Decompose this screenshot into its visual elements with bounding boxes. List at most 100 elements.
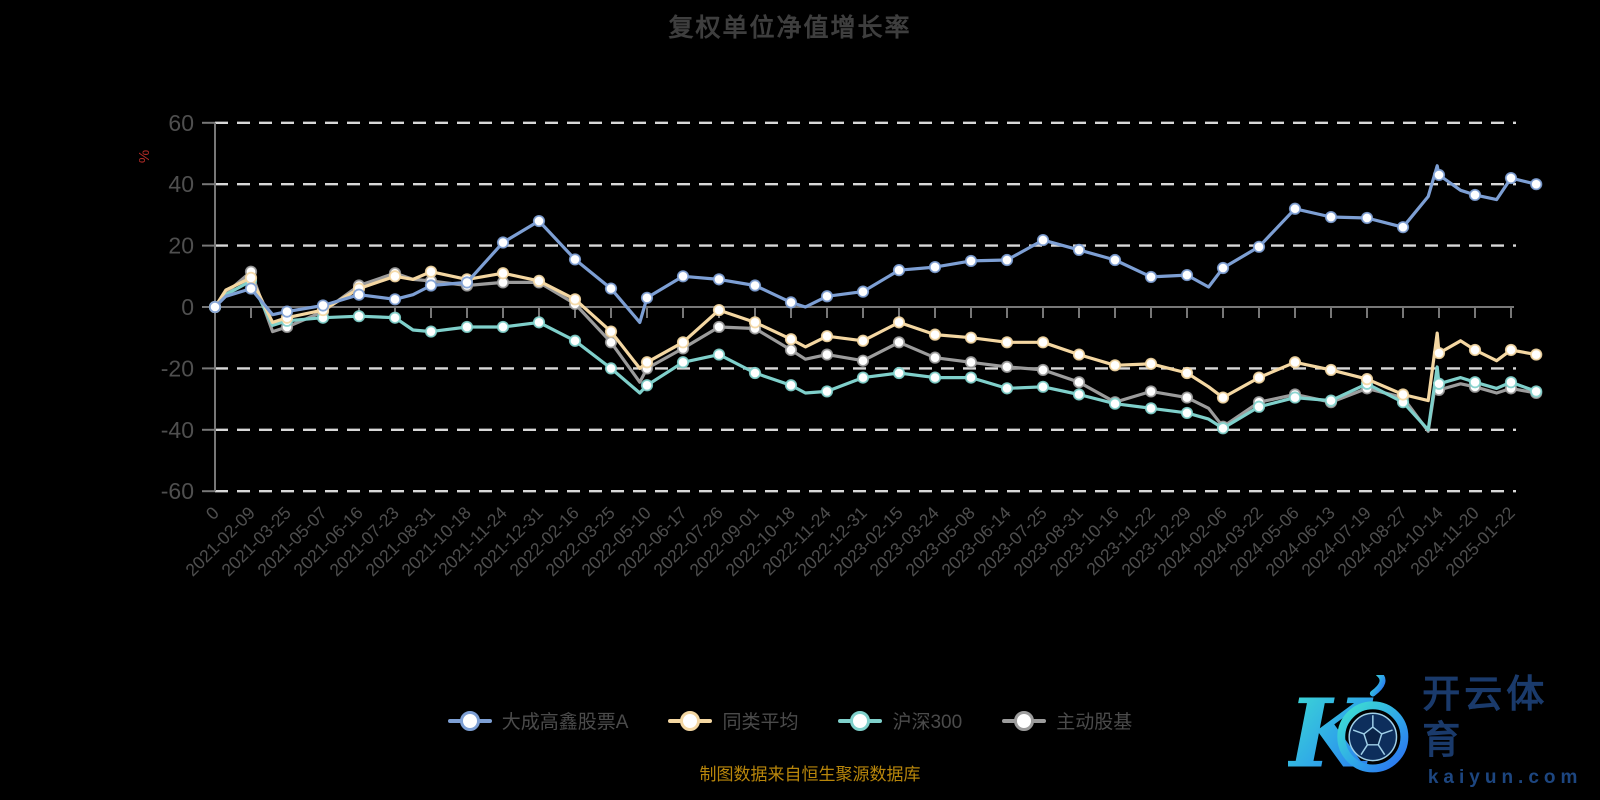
data-point-marker: [496, 267, 510, 280]
data-point-marker: [784, 296, 798, 309]
data-point-marker: [1072, 243, 1086, 256]
data-point-marker: [1000, 253, 1014, 267]
data-point-marker: [568, 253, 582, 266]
data-point-marker: [532, 274, 546, 288]
data-point-marker: [1036, 336, 1050, 349]
data-point-marker: [892, 366, 906, 380]
series-line: [213, 270, 1538, 403]
data-point-marker: [964, 331, 978, 344]
data-point-marker: [892, 316, 906, 329]
legend-dot-icon: [459, 710, 480, 731]
data-point-marker: [1324, 394, 1338, 407]
data-point-marker: [964, 356, 978, 369]
data-point-marker: [1252, 400, 1266, 413]
data-point-marker: [1530, 348, 1543, 361]
page-title: 复权单位净值增长率: [668, 14, 912, 42]
data-point-marker: [748, 316, 762, 329]
data-point-marker: [712, 273, 726, 286]
data-point-marker: [1324, 210, 1338, 224]
data-point-marker: [352, 310, 366, 323]
legend-dot-icon: [1014, 710, 1035, 731]
data-point-marker: [928, 328, 942, 341]
data-point-marker: [496, 320, 510, 334]
data-point-marker: [1252, 371, 1266, 384]
data-point-marker: [496, 236, 510, 249]
data-point-marker: [532, 214, 546, 228]
data-point-marker: [856, 371, 870, 384]
data-point-marker: [532, 316, 546, 329]
data-point-marker: [640, 379, 654, 392]
series-line: [213, 164, 1538, 324]
data-point-marker: [1180, 268, 1194, 282]
data-point-marker: [712, 348, 726, 361]
data-point-marker: [892, 336, 906, 349]
data-point-marker: [1288, 202, 1302, 215]
data-point-marker: [1396, 388, 1410, 401]
legend-label: 沪深300: [892, 712, 963, 733]
data-point-marker: [1468, 376, 1482, 389]
data-point-marker: [1216, 391, 1230, 404]
legend-item-4[interactable]: 主动股基: [1002, 707, 1132, 734]
data-point-marker: [856, 334, 870, 347]
data-point-marker: [460, 276, 474, 289]
y-tick-label: -20: [161, 355, 194, 381]
legend-marker-icon: [838, 710, 883, 731]
data-point-marker: [244, 282, 258, 295]
data-point-marker: [712, 320, 726, 334]
data-point-marker: [1072, 376, 1086, 389]
series-line: [213, 279, 1538, 432]
data-point-marker: [208, 300, 222, 314]
data-point-marker: [1144, 270, 1158, 284]
data-point-marker: [424, 265, 438, 278]
data-point-marker: [856, 285, 870, 298]
data-point-marker: [820, 385, 834, 398]
watermark-brand-name: 开云体育: [1422, 674, 1549, 762]
data-point-marker: [748, 366, 762, 380]
data-point-marker: [964, 371, 978, 384]
data-point-marker: [1432, 346, 1446, 360]
data-point-marker: [676, 336, 690, 349]
data-point-marker: [244, 271, 258, 284]
legend-marker-icon: [447, 710, 492, 731]
kaiyun-logo-icon: K: [1288, 675, 1409, 787]
data-point-marker: [928, 371, 942, 384]
data-point-marker: [1432, 377, 1446, 390]
data-point-marker: [640, 291, 654, 304]
legend-item-1[interactable]: 大成高鑫股票A: [447, 707, 628, 734]
data-point-marker: [604, 362, 618, 375]
data-point-marker: [1180, 406, 1194, 420]
data-point-marker: [1036, 380, 1050, 393]
legend-item-3[interactable]: 沪深300: [838, 707, 962, 734]
data-point-marker: [1072, 388, 1086, 401]
data-point-marker: [352, 288, 366, 301]
data-point-marker: [784, 343, 798, 357]
data-point-marker: [1468, 343, 1482, 357]
data-point-marker: [460, 320, 474, 334]
data-point-marker: [1288, 356, 1302, 369]
data-point-marker: [1216, 422, 1230, 435]
data-point-marker: [1468, 188, 1482, 202]
data-point-marker: [568, 293, 582, 306]
data-point-marker: [1530, 385, 1543, 398]
watermark-domain: kaiyun.com: [1427, 766, 1583, 788]
legend-label: 同类平均: [722, 712, 799, 733]
legend-item-2[interactable]: 同类平均: [668, 707, 798, 734]
data-point-marker: [1288, 391, 1302, 404]
data-point-marker: [1360, 211, 1374, 225]
y-tick-label: 40: [168, 171, 194, 197]
data-point-marker: [784, 333, 798, 346]
data-point-marker: [820, 330, 834, 343]
data-point-marker: [604, 325, 618, 338]
legend-dot-icon: [680, 710, 701, 731]
data-point-marker: [1252, 240, 1266, 253]
data-point-marker: [1180, 366, 1194, 380]
source-note: 制图数据来自恒生聚源数据库: [699, 765, 921, 784]
data-point-marker: [1036, 363, 1050, 377]
data-point-marker: [1000, 382, 1014, 395]
data-point-marker: [1108, 253, 1122, 267]
data-point-marker: [1144, 357, 1158, 370]
data-point-marker: [964, 254, 978, 268]
data-point-marker: [712, 303, 726, 317]
chart-legend: 大成高鑫股票A 同类平均 沪深300 主动股基: [0, 707, 1580, 734]
